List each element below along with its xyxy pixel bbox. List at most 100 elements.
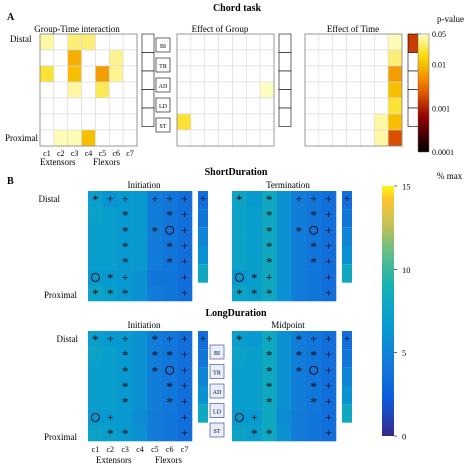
heatmap-cell <box>177 253 193 270</box>
heatmap-cell <box>218 33 233 51</box>
marker-plus: + <box>266 331 273 345</box>
heatmap-cell <box>147 285 163 302</box>
heatmap-cell <box>132 253 148 270</box>
heatmap-cell <box>218 113 233 131</box>
side-cell <box>198 331 208 350</box>
marker-circle <box>234 412 244 422</box>
marker-asterisk: * <box>310 255 317 270</box>
heatmap-cell <box>232 81 247 99</box>
heatmap-b-1: * + + + + +* * +* * +* * +* * +* + +* * * ++ <box>88 191 208 302</box>
heatmap-cell <box>291 191 307 208</box>
heatmap-cell <box>245 81 261 99</box>
heatmap-cell <box>261 393 277 410</box>
marker-plus: + <box>325 223 332 237</box>
pvalue-colorbar <box>417 33 430 153</box>
heatmap-cell <box>132 409 148 426</box>
side-cell <box>342 264 352 283</box>
heatmap-cell <box>132 425 148 442</box>
heatmap-cell <box>190 113 206 131</box>
heatmap-cell <box>177 393 193 410</box>
heatmap-cell <box>373 97 389 115</box>
heatmap-cell <box>162 393 178 410</box>
heatmap-cell <box>122 33 138 51</box>
heatmap-cell <box>204 81 219 99</box>
heatmap-cell <box>346 129 361 147</box>
marker-plus: + <box>107 191 114 205</box>
side-cell <box>342 349 352 368</box>
panel-b-title-st: Termination <box>266 180 310 190</box>
heatmap-cell <box>246 409 263 426</box>
marker-plus: + <box>166 331 173 345</box>
side-marker: + <box>200 193 206 205</box>
heatmap-cell <box>232 113 247 131</box>
heatmap-cell <box>245 65 261 83</box>
marker-asterisk: * <box>166 395 173 410</box>
heatmap-cell <box>162 238 178 255</box>
heatmap-cell <box>122 49 138 67</box>
marker-asterisk: * <box>152 348 159 363</box>
heatmap-cell <box>276 191 292 208</box>
heatmap-cell <box>261 346 277 363</box>
marker-asterisk: * <box>122 426 129 441</box>
side-cell <box>342 331 352 350</box>
heatmap-cell <box>232 378 248 395</box>
marker-plus: + <box>181 363 188 377</box>
heatmap-cell <box>276 285 292 302</box>
finger-box <box>209 422 225 438</box>
marker-plus: + <box>295 191 302 205</box>
marker-plus: + <box>325 239 332 253</box>
heatmap-cell <box>291 393 307 410</box>
pctmax-tick-label: 10 <box>402 265 411 275</box>
heatmap-cell <box>117 253 133 270</box>
pvalue-tick-label: 0.05 <box>432 30 446 39</box>
heatmap-cell <box>360 49 375 67</box>
heatmap-cell <box>67 65 82 83</box>
heatmap-cell <box>108 129 124 147</box>
heatmap-cell <box>176 97 192 115</box>
extensors-label-a: Extensors <box>40 157 76 167</box>
heatmap-cell <box>122 65 138 83</box>
heatmap-cell <box>117 425 133 442</box>
heatmap-cell <box>67 33 82 51</box>
heatmap-cell <box>39 49 55 67</box>
marker-asterisk: * <box>122 239 129 254</box>
heatmap-cell <box>177 222 193 239</box>
heatmap-cell <box>190 49 206 67</box>
heatmap-cell <box>147 346 163 363</box>
heatmap-cell <box>259 113 275 131</box>
side-cell <box>342 209 352 228</box>
heatmap-cell <box>108 65 124 83</box>
marker-plus: + <box>181 286 188 300</box>
marker-circle <box>90 412 100 422</box>
heatmap-cell <box>306 409 322 426</box>
column-label: c2 <box>57 149 65 158</box>
heatmap-cell <box>360 113 375 131</box>
heatmap-cell <box>306 362 322 379</box>
heatmap-cell <box>373 81 389 99</box>
heatmap-cell <box>321 191 337 208</box>
heatmap-cell <box>332 33 347 51</box>
heatmap-cell <box>291 285 307 302</box>
heatmap-cell <box>67 81 82 99</box>
marker-circle <box>90 272 100 282</box>
marker-plus: + <box>181 410 188 424</box>
heatmap-cell <box>147 253 163 270</box>
row-label-distal-b2: Distal <box>57 334 79 344</box>
column-label: c2 <box>107 445 115 454</box>
marker-plus: + <box>181 223 188 237</box>
heatmap-cell <box>387 49 403 67</box>
marker-asterisk: * <box>166 379 173 394</box>
heatmap-cell <box>147 409 163 426</box>
side-cell <box>141 107 155 127</box>
marker-asterisk: * <box>236 286 243 301</box>
heatmap-cell <box>387 113 403 131</box>
heatmap-cell <box>291 409 307 426</box>
heatmap-cell <box>204 49 219 67</box>
heatmap-cell <box>122 129 138 147</box>
row-label-proximal-b2: Proximal <box>44 432 77 442</box>
heatmap-cell <box>261 425 277 442</box>
heatmap-cell <box>176 49 192 67</box>
heatmap-cell <box>346 33 361 51</box>
marker-plus: + <box>181 191 188 205</box>
heatmap-cell <box>81 33 96 51</box>
